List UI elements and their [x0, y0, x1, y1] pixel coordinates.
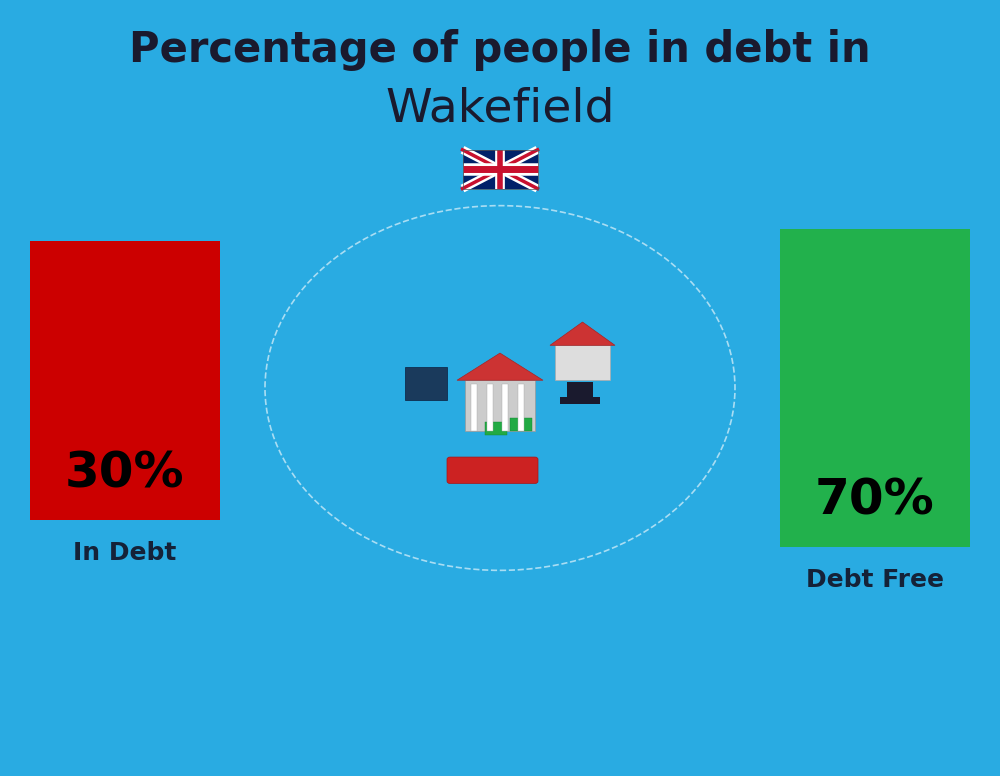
Text: Percentage of people in debt in: Percentage of people in debt in	[129, 29, 871, 71]
FancyBboxPatch shape	[471, 384, 477, 431]
FancyBboxPatch shape	[486, 384, 492, 431]
FancyBboxPatch shape	[510, 418, 532, 431]
Text: Wakefield: Wakefield	[385, 86, 615, 131]
Polygon shape	[550, 322, 615, 345]
FancyBboxPatch shape	[555, 345, 610, 380]
FancyBboxPatch shape	[462, 150, 538, 189]
FancyBboxPatch shape	[780, 229, 970, 547]
FancyBboxPatch shape	[405, 367, 447, 400]
FancyBboxPatch shape	[502, 384, 508, 431]
FancyBboxPatch shape	[465, 380, 535, 431]
FancyBboxPatch shape	[518, 384, 524, 431]
Text: 70%: 70%	[815, 476, 935, 525]
FancyBboxPatch shape	[30, 241, 220, 520]
FancyBboxPatch shape	[567, 382, 593, 397]
Text: 30%: 30%	[65, 449, 185, 497]
FancyBboxPatch shape	[560, 397, 600, 404]
Text: Debt Free: Debt Free	[806, 568, 944, 591]
Polygon shape	[457, 353, 543, 380]
FancyBboxPatch shape	[485, 422, 507, 435]
Text: In Debt: In Debt	[73, 541, 177, 564]
FancyBboxPatch shape	[447, 457, 538, 483]
